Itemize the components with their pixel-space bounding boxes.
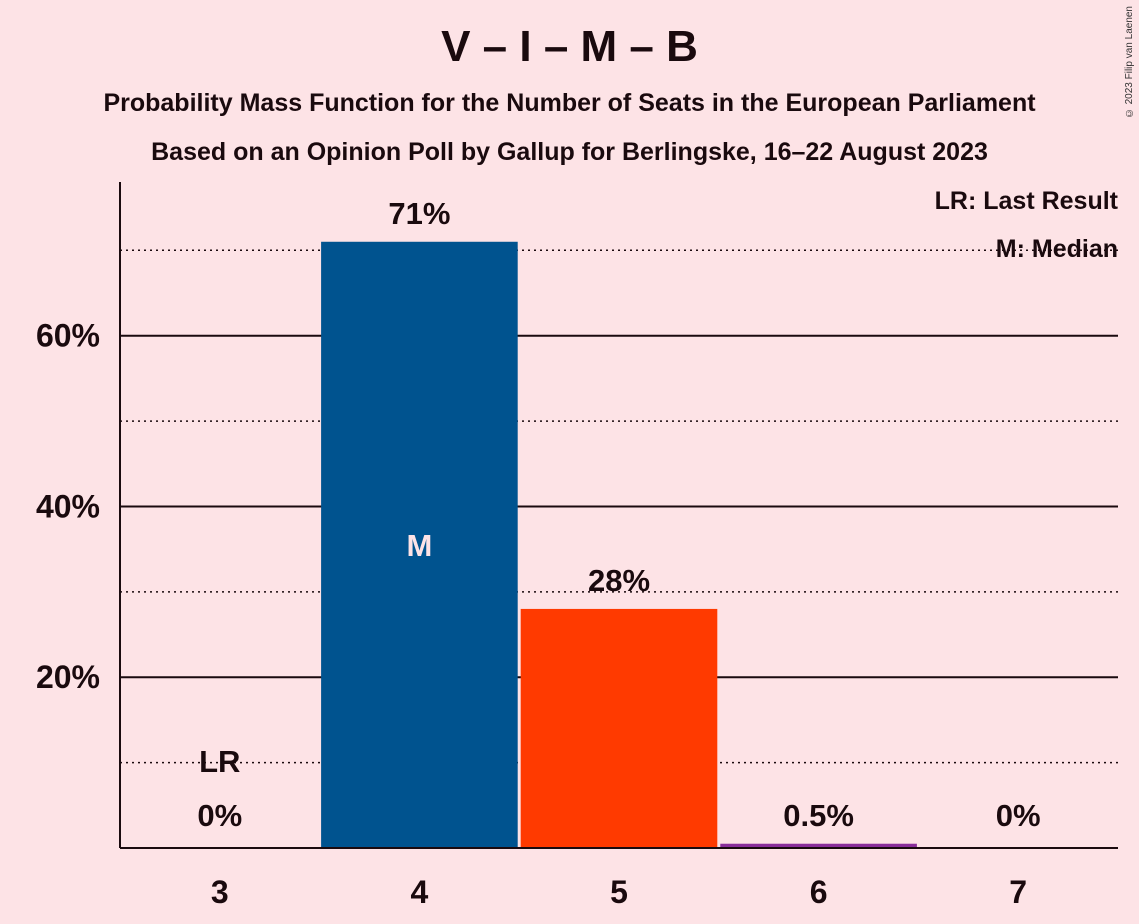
bar-value-label: 0% — [996, 798, 1041, 833]
x-tick-label: 6 — [810, 874, 828, 910]
bar-value-label: 71% — [388, 196, 450, 231]
legend-entry: LR: Last Result — [935, 187, 1119, 215]
last-result-marker: LR — [199, 744, 240, 779]
y-tick-label: 20% — [36, 659, 100, 695]
bar-value-label: 0% — [197, 798, 242, 833]
x-tick-label: 4 — [411, 874, 429, 910]
x-tick-label: 3 — [211, 874, 229, 910]
chart-subtitle: Probability Mass Function for the Number… — [103, 89, 1036, 117]
chart-subtitle-poll: Based on an Opinion Poll by Gallup for B… — [151, 138, 988, 166]
bar-seats-5 — [520, 608, 718, 848]
bar-seats-4 — [321, 241, 518, 848]
y-tick-label: 40% — [36, 488, 100, 524]
legend-entry: M: Median — [996, 235, 1118, 263]
y-tick-label: 60% — [36, 318, 100, 354]
median-marker: M — [406, 528, 432, 563]
chart-title: V – I – M – B — [441, 22, 698, 71]
x-tick-label: 7 — [1009, 874, 1027, 910]
bar-value-label: 28% — [588, 563, 650, 598]
bar-seats-6 — [720, 843, 917, 848]
x-tick-label: 5 — [610, 874, 628, 910]
bar-value-label: 0.5% — [783, 798, 854, 833]
